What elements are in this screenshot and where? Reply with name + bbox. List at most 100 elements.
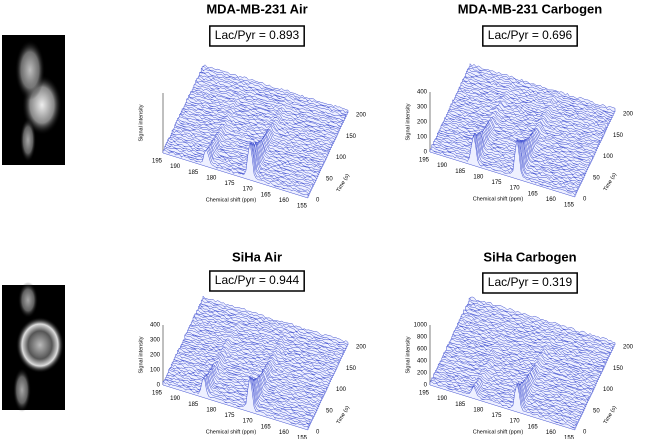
spectrum-trace — [469, 296, 616, 346]
x-tick-label: 185 — [188, 402, 199, 408]
time-tick-label: 200 — [623, 345, 634, 351]
z-tick-label: 400 — [417, 90, 428, 96]
z-tick-label: 200 — [417, 371, 428, 377]
x-tick-label: 190 — [437, 163, 448, 169]
time-tick-label: 200 — [356, 345, 367, 351]
time-axis-label: Time (s) — [603, 172, 618, 192]
x-tick-label: 195 — [152, 159, 163, 165]
ratio-box — [482, 25, 578, 47]
spectrum-trace — [430, 133, 577, 196]
x-axis-label: Chemical shift (ppm) — [473, 196, 524, 202]
z-tick-label: 300 — [417, 105, 428, 111]
spectrum-trace — [430, 379, 577, 429]
x-tick-label: 155 — [564, 203, 575, 209]
spectrum-trace — [198, 305, 344, 356]
x-tick-label: 170 — [510, 186, 521, 192]
x-tick-label: 175 — [491, 180, 502, 186]
spectrum-trace — [180, 112, 326, 162]
spectrum-trace — [449, 105, 596, 155]
z-tick-label: 300 — [150, 338, 161, 344]
ratio-label: Lac/Pyr = 0.944 — [215, 273, 300, 287]
panel: MDA-MB-231 Carbogen Lac/Pyr = 0.696 195 190… — [405, 1, 633, 208]
spectrum-trace — [461, 313, 608, 363]
mri-image-top — [2, 35, 65, 165]
spectrum-trace — [432, 377, 578, 425]
spectrum-trace — [451, 335, 598, 384]
spectrum-trace — [446, 114, 592, 163]
x-tick-label: 165 — [528, 191, 539, 197]
spectrum-trace — [467, 300, 614, 350]
time-tick-label: 100 — [336, 155, 347, 161]
spectrum-trace — [451, 102, 598, 151]
time-tick-label: 100 — [336, 387, 347, 393]
spectrum-trace — [432, 134, 578, 192]
x-tick-label: 180 — [206, 175, 217, 181]
panel-title: MDA-MB-231 Air — [206, 1, 307, 16]
x-tick-label: 180 — [206, 407, 217, 413]
x-tick-label: 160 — [546, 197, 557, 203]
ratio-label: Lac/Pyr = 0.696 — [488, 28, 573, 42]
spectrum-trace — [184, 334, 331, 384]
x-tick-label: 160 — [546, 430, 557, 436]
x-tick-label: 175 — [491, 413, 502, 419]
x-tick-label: 195 — [419, 391, 430, 397]
spectrum-trace — [434, 132, 580, 188]
spectrum-trace — [434, 372, 580, 421]
z-tick-label: 0 — [424, 150, 428, 156]
time-tick-label: 200 — [623, 112, 634, 118]
spectrum-trace — [178, 116, 324, 166]
spectrum-trace — [457, 88, 604, 138]
x-tick-label: 155 — [297, 204, 308, 210]
time-tick-label: 150 — [346, 366, 357, 372]
time-tick-label: 50 — [593, 175, 600, 181]
panel: SiHa Air Lac/Pyr = 0.944 195 190 185 180 175 17… — [138, 249, 366, 439]
spectrum-trace — [466, 70, 612, 121]
x-tick-label: 170 — [243, 419, 254, 425]
spectrum-trace — [448, 341, 595, 390]
x-tick-label: 175 — [224, 181, 235, 187]
spectrum-trace — [202, 64, 349, 114]
time-tick-label: 50 — [326, 176, 333, 182]
spectrum-trace — [435, 131, 581, 186]
spectrum-trace — [200, 67, 347, 118]
x-tick-label: 170 — [510, 419, 521, 425]
spectrum-trace — [187, 97, 333, 147]
x-tick-label: 195 — [419, 158, 430, 164]
spectrum-trace — [429, 134, 576, 198]
time-axis-label: Time (s) — [336, 405, 351, 425]
spectrum-trace — [431, 133, 578, 194]
spectrum-trace — [163, 142, 310, 197]
x-tick-label: 185 — [455, 402, 466, 408]
ratio-box — [209, 270, 305, 292]
spectrum-trace — [183, 105, 330, 154]
spectrum-trace — [455, 94, 601, 144]
z-tick-label: 100 — [417, 135, 428, 141]
time-tick-label: 100 — [603, 154, 614, 160]
spectrum-trace — [168, 137, 314, 187]
spectrum-trace — [162, 142, 309, 199]
time-tick-label: 150 — [613, 366, 624, 372]
spectrum-trace — [467, 67, 614, 117]
spectrum-trace — [457, 322, 603, 373]
z-axis-label: Signal intensity — [138, 104, 144, 141]
spectrum-trace — [437, 132, 583, 182]
time-tick-label: 200 — [356, 113, 367, 119]
mri-image-bottom — [2, 282, 65, 412]
x-tick-label: 165 — [261, 192, 272, 198]
spectrum-trace — [467, 68, 613, 119]
spectrum-trace — [456, 326, 602, 375]
z-tick-label: 600 — [417, 347, 428, 353]
spectrum-trace — [455, 327, 601, 377]
spectrum-trace — [162, 376, 309, 431]
z-tick-label: 800 — [417, 335, 428, 341]
spectrum-trace — [194, 313, 341, 363]
x-tick-label: 160 — [279, 430, 290, 436]
x-tick-label: 165 — [528, 424, 539, 430]
x-axis-label: Chemical shift (ppm) — [473, 429, 524, 435]
time-tick-label: 50 — [593, 408, 600, 414]
time-tick-label: 50 — [326, 408, 333, 414]
time-tick-label: 0 — [316, 430, 320, 436]
spectrum-trace — [467, 303, 613, 352]
x-tick-label: 190 — [170, 164, 181, 170]
x-tick-label: 180 — [473, 174, 484, 180]
